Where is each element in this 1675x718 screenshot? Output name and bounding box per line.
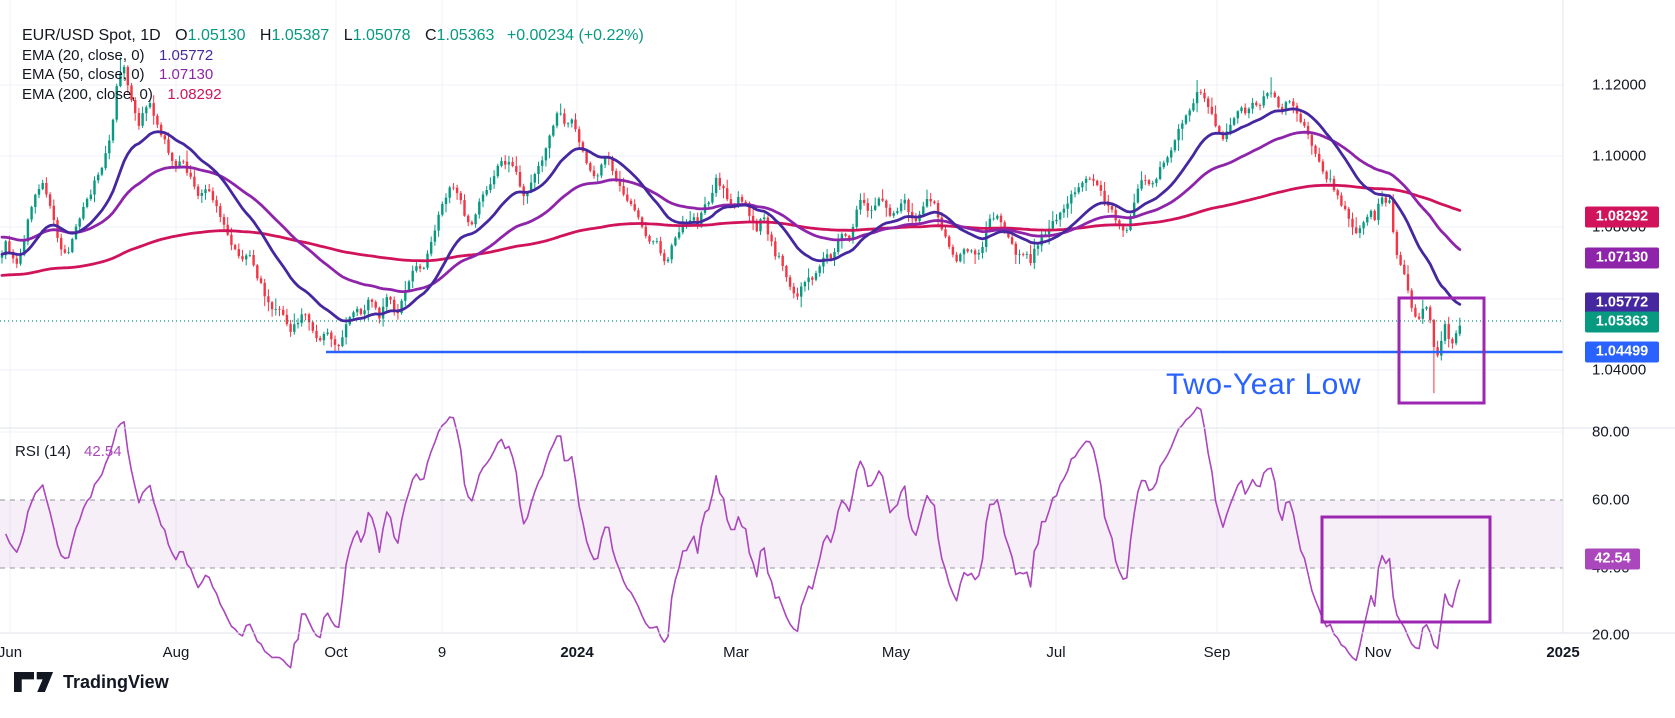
price-axis-label: 1.04000 [1592,361,1647,379]
price-axis-label: 60.00 [1592,491,1630,509]
time-axis-label: Mar [723,644,749,661]
change-value: +0.00234 (+0.22%) [506,27,644,44]
symbol-legend: EUR/USD Spot, 1D O1.05130 H1.05387 L1.05… [22,26,644,104]
two-year-low-annotation[interactable]: Two-Year Low [1166,368,1361,401]
close-value: 1.05363 [436,27,495,44]
high-value: 1.05387 [271,27,330,44]
ema200-legend-row[interactable]: EMA (200, close, 0) 1.08292 [22,85,644,105]
time-axis-label: 9 [437,644,447,661]
ema20-label: EMA (20, close, 0) [22,46,145,64]
price-axis-label: 1.12000 [1592,76,1647,94]
ema50-value: 1.07130 [159,66,214,83]
ema200-value: 1.08292 [167,85,222,103]
time-axis-label: 2025 [1546,644,1580,661]
ema20-legend-row[interactable]: EMA (20, close, 0) 1.05772 [22,46,644,66]
time-axis-label: Sep [1203,644,1231,661]
price-axis-badge: 1.07130 [1585,247,1659,269]
legend-ohlc-row: EUR/USD Spot, 1D O1.05130 H1.05387 L1.05… [22,26,644,46]
time-axis-label: Jun [0,644,23,661]
rsi-label: RSI (14) [15,443,71,460]
price-axis-label: 80.00 [1592,423,1630,441]
time-axis-label: 2024 [560,644,594,661]
tradingview-logo-icon [14,672,54,693]
price-axis-badge: 1.05363 [1585,311,1659,333]
time-axis-label: Nov [1364,644,1392,661]
time-axis-label: May [881,644,911,661]
ema50-legend-row[interactable]: EMA (50, close, 0) 1.07130 [22,65,644,85]
rsi-legend[interactable]: RSI (14) 42.54 [15,443,122,460]
price-axis-badge: 1.08292 [1585,206,1659,228]
time-axis-label: Oct [324,644,348,661]
price-axis-label: 20.00 [1592,626,1630,644]
open-label: O [175,27,188,44]
close-label: C [424,27,437,44]
symbol-title: EUR/USD Spot, 1D [22,27,161,44]
high-label: H [259,27,272,44]
rsi-value: 42.54 [84,443,122,460]
time-axis-label: Jul [1046,644,1066,661]
ema50-label: EMA (50, close, 0) [22,66,145,83]
price-axis-badge: 1.05772 [1585,292,1659,314]
ema20-value: 1.05772 [159,46,214,64]
price-axis-badge: 1.04499 [1585,341,1659,363]
ema200-label: EMA (200, close, 0) [22,85,153,103]
price-axis-badge: 42.54 [1585,548,1640,570]
price-axis-label: 1.10000 [1592,147,1647,165]
open-value: 1.05130 [187,27,246,44]
low-value: 1.05078 [352,27,411,44]
tradingview-logo[interactable]: TradingView [14,672,169,693]
time-axis-label: Aug [162,644,190,661]
low-label: L [343,27,353,44]
tradingview-logo-text: TradingView [63,672,169,692]
